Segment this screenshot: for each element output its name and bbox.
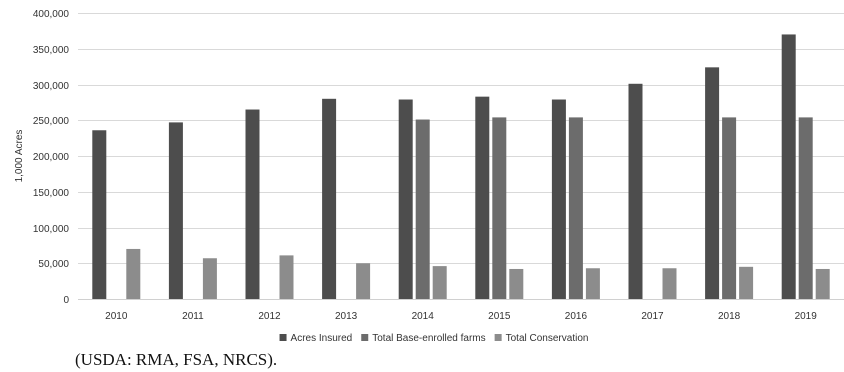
bar-acres-insured-2018 [705, 67, 720, 299]
y-tick-label: 400,000 [33, 9, 70, 20]
x-tick-label: 2016 [565, 311, 588, 322]
x-tick-label: 2018 [718, 311, 741, 322]
source-note: (USDA: RMA, FSA, NRCS). [75, 350, 278, 369]
x-tick-labels: 2010 2011 2012 2013 2014 2015 2016 2017 2018 2019 [105, 311, 817, 322]
bar-total-conservation-2018 [739, 266, 754, 299]
bar-acres-insured-2010 [92, 130, 107, 299]
bar-total-conservation-2013 [356, 263, 371, 299]
x-tick-label: 2019 [795, 311, 818, 322]
x-tick-label: 2011 [182, 311, 204, 322]
bar-total-base-enrolled-farms-2015 [492, 117, 507, 299]
y-tick-label: 350,000 [33, 45, 70, 56]
x-tick-label: 2017 [641, 311, 664, 322]
y-tick-label: 150,000 [33, 188, 70, 199]
x-tick-label: 2014 [412, 311, 435, 322]
bar-total-base-enrolled-farms-2018 [722, 117, 737, 299]
bar-total-conservation-2010 [126, 248, 141, 299]
x-tick-label: 2012 [258, 311, 281, 322]
bar-acres-insured-2015 [475, 96, 490, 299]
gridlines [78, 13, 844, 264]
legend-swatch [279, 334, 287, 341]
x-tick-label: 2015 [488, 311, 511, 322]
bar-acres-insured-2011 [168, 122, 183, 300]
bar-acres-insured-2016 [551, 99, 566, 299]
legend-swatch [494, 334, 502, 341]
x-tick-label: 2010 [105, 311, 128, 322]
legend-swatch [361, 334, 369, 341]
y-tick-label: 50,000 [38, 259, 69, 270]
bar-total-conservation-2011 [202, 258, 217, 299]
x-tick-label: 2013 [335, 311, 358, 322]
bar-acres-insured-2019 [781, 34, 796, 299]
legend-label: Acres Insured [291, 333, 353, 344]
bar-chart: 0 50,000 100,000 150,000 200,000 250,000 300,0… [14, 9, 844, 344]
y-tick-label: 300,000 [33, 81, 70, 92]
bar-acres-insured-2017 [628, 83, 643, 299]
y-tick-label: 100,000 [33, 224, 70, 235]
y-tick-label: 250,000 [33, 116, 70, 127]
bar-total-conservation-2017 [662, 268, 677, 299]
bar-total-base-enrolled-farms-2014 [415, 119, 430, 299]
bar-total-conservation-2019 [815, 268, 830, 299]
bar-total-conservation-2012 [279, 255, 294, 299]
bar-acres-insured-2014 [398, 99, 413, 299]
legend: Acres Insured Total Base-enrolled farms To… [279, 333, 589, 344]
legend-label: Total Conservation [506, 333, 589, 344]
bars [92, 34, 830, 300]
bar-acres-insured-2013 [322, 98, 337, 299]
y-tick-label: 200,000 [33, 152, 70, 163]
bar-total-base-enrolled-farms-2019 [798, 117, 813, 299]
bar-total-conservation-2014 [432, 266, 447, 299]
bar-total-conservation-2015 [509, 268, 524, 299]
y-tick-labels: 0 50,000 100,000 150,000 200,000 250,000 300,0… [33, 9, 70, 306]
y-axis-label: 1,000 Acres [14, 130, 25, 183]
bar-acres-insured-2012 [245, 109, 260, 300]
bar-total-base-enrolled-farms-2016 [568, 117, 583, 299]
y-tick-label: 0 [63, 295, 69, 306]
bar-total-conservation-2016 [585, 268, 600, 299]
legend-label: Total Base-enrolled farms [372, 333, 485, 344]
